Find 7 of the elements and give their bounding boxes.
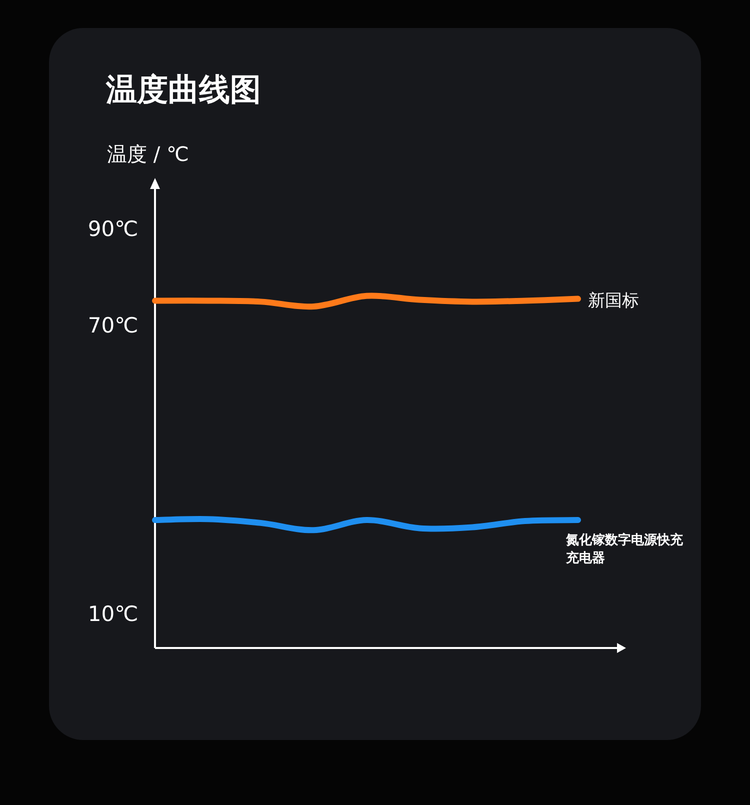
chart-title: 温度曲线图	[105, 72, 261, 108]
y-axis-title: 温度 / ℃	[107, 142, 189, 166]
y-tick-label: 70℃	[88, 313, 138, 338]
series-label: 新国标	[588, 290, 639, 311]
y-tick-label: 10℃	[88, 602, 138, 626]
y-tick-label: 90℃	[88, 217, 138, 242]
series-label: 氮化镓数字电源快充充电器	[565, 532, 684, 566]
